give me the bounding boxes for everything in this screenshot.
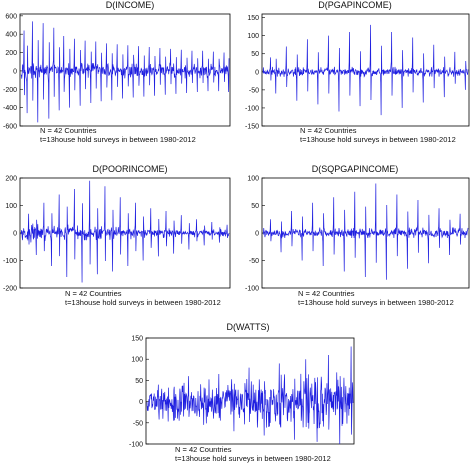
note-line-1: N = 42 Countries [298,289,355,298]
note-line-1: N = 42 Countries [175,445,232,454]
y-tick-label: 0 [255,69,259,76]
y-axis-ticks: 150 100 50 0 -50 -100 -150 [245,15,265,131]
y-tick-label: 200 [5,176,17,183]
y-tick-label: 150 [131,336,143,343]
series-path [262,183,469,280]
note-line-2: t=13house hold surveys in between 1980-2… [300,135,456,144]
y-tick-label: -200 [3,286,17,293]
y-tick-label: -100 [3,258,17,265]
note-line-2: t=13house hold surveys in between 1980-2… [65,298,221,307]
y-tick-label: 100 [5,203,17,210]
y-tick-label: 50 [251,51,259,58]
series-line [262,183,469,280]
panel-income: D(INCOME) 600 400 200 0 -200 -400 -600 N = 42 … [3,0,231,144]
panel-title: D(INCOME) [106,0,155,10]
panel-pgapincome: D(PGAPINCOME) 150 100 50 0 -50 -100 -150 N = 4… [245,0,470,144]
y-tick-label: 0 [255,231,259,238]
series-line [20,180,230,283]
panel-sqpgapincome: D(SQPGAPINCOME) 100 50 0 -50 -100 N = 42 Cou… [245,164,470,307]
series-path [20,21,230,123]
series-line [146,346,354,445]
note-line-2: t=13house hold surveys in between 1980-2… [175,454,331,463]
panel-title: D(PGAPINCOME) [318,0,392,10]
plot-frame [19,13,231,127]
y-tick-label: -150 [245,124,259,131]
note-line-2: t=13house hold surveys in between 1980-2… [298,298,454,307]
series-path [262,24,469,116]
y-tick-label: 100 [247,33,259,40]
y-tick-label: 600 [5,13,17,20]
panel-poorincome: D(POORINCOME) 200 100 0 -100 -200 N = 42 Cou… [3,164,231,307]
y-tick-label: 50 [251,203,259,210]
y-axis-ticks: 600 400 200 0 -200 -400 -600 [3,13,23,131]
y-tick-label: 0 [139,399,143,406]
note-line-1: N = 42 Countries [40,126,97,135]
y-tick-label: -600 [3,124,17,131]
y-tick-label: 0 [13,231,17,238]
panel-title: D(WATTS) [227,322,270,332]
y-tick-label: -50 [249,258,259,265]
series-path [146,346,354,445]
note-line-1: N = 42 Countries [300,126,357,135]
y-tick-label: 400 [5,32,17,39]
y-tick-label: 150 [247,15,259,22]
series-path [20,180,230,283]
y-tick-label: -50 [133,420,143,427]
series-line [262,24,469,116]
y-tick-label: -100 [129,442,143,449]
panel-watts: D(WATTS) 150 100 50 0 -50 -100 N = 42 Countri… [129,322,355,463]
panel-title: D(SQPGAPINCOME) [312,164,399,174]
note-line-2: t=13house hold surveys in between 1980-2… [40,135,196,144]
y-tick-label: -200 [3,87,17,94]
y-tick-label: -100 [245,105,259,112]
series-line [20,21,230,123]
y-tick-label: 100 [247,176,259,183]
y-tick-label: -50 [249,87,259,94]
note-line-1: N = 42 Countries [65,289,122,298]
plot-frame [145,337,355,445]
plot-frame [261,13,470,127]
y-tick-label: 200 [5,50,17,57]
y-tick-label: 0 [13,68,17,75]
panel-title: D(POORINCOME) [93,164,168,174]
y-tick-label: 100 [131,357,143,364]
y-tick-label: -400 [3,105,17,112]
y-tick-label: -100 [245,286,259,293]
y-tick-label: 50 [135,378,143,385]
